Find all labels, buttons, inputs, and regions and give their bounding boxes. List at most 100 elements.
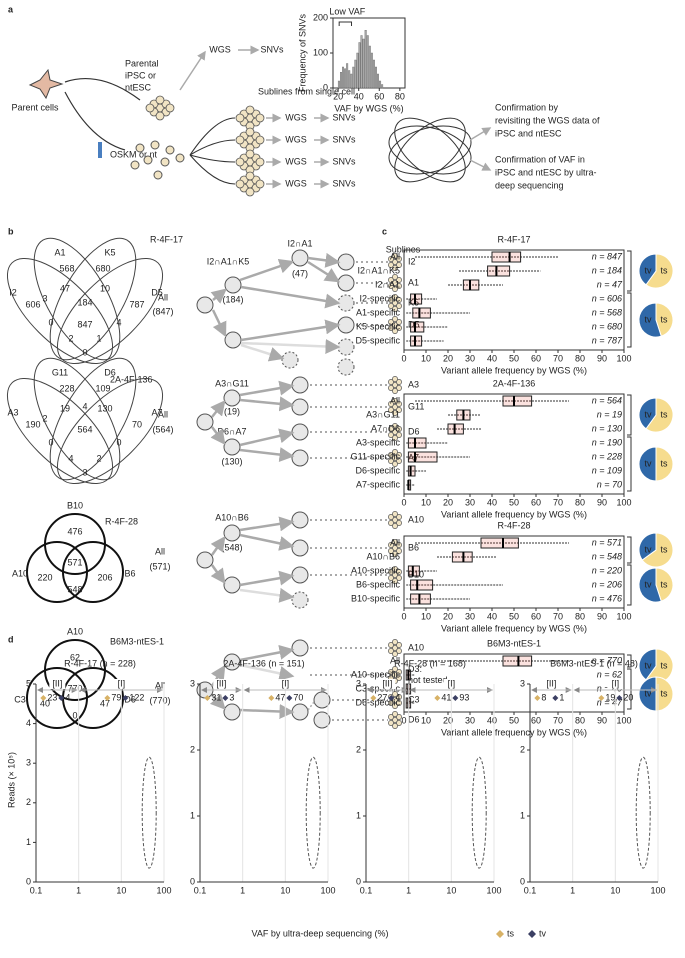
label: deep sequencing: [495, 180, 564, 190]
pie-label: ts: [660, 314, 668, 324]
cell-icon: [396, 694, 402, 700]
cell-icon: [392, 316, 398, 322]
set-label: A10: [67, 626, 83, 636]
bracket: [338, 21, 353, 26]
legend-marker: [104, 695, 111, 701]
region-count: 220: [37, 572, 52, 582]
tree-label: All: [155, 546, 165, 556]
tree-node: [291, 511, 309, 529]
box: [447, 423, 464, 435]
cell-icon: [392, 461, 398, 467]
tick-label: 60: [531, 715, 541, 725]
tick-label: 5: [26, 678, 31, 688]
tree-node: [337, 274, 355, 292]
tick-label: 40: [487, 497, 497, 507]
legend-marker: [204, 695, 211, 701]
tree-node: [196, 551, 214, 569]
connector: [240, 338, 341, 354]
cell-icon: [392, 691, 398, 697]
tick-label: 3: [26, 758, 31, 768]
tick-label: 2: [190, 744, 195, 754]
subline-label: D5: [408, 319, 420, 329]
subline-label: G11: [408, 401, 424, 411]
axis-label: VAF by WGS (%): [334, 103, 403, 113]
connector: [239, 516, 295, 532]
tick-label: 1: [26, 837, 31, 847]
subline-label: D6: [408, 426, 420, 436]
region-count: 228: [59, 383, 74, 393]
tick-label: 1: [520, 810, 525, 820]
axis-label: Variant allele frequency by WGS (%): [441, 623, 587, 633]
pie-wedge: [655, 302, 674, 337]
cell-icon: [388, 520, 394, 526]
group-label-bg: [607, 679, 624, 689]
cell-icon: [388, 575, 394, 581]
cell-icon: [392, 578, 398, 584]
row-label: All: [390, 655, 400, 665]
tree-label: A3∩G11: [215, 378, 249, 388]
tick-label: 10: [280, 885, 290, 895]
legend-marker: [388, 695, 395, 701]
tick-label: 0: [323, 82, 328, 92]
connector: [211, 309, 227, 338]
label: WGS: [285, 178, 307, 188]
arrow: [64, 77, 141, 101]
legend-marker: [122, 695, 129, 701]
tick-label: 0: [401, 353, 406, 363]
box: [487, 265, 511, 277]
pie-wedge: [638, 253, 657, 286]
cell-icon: [392, 717, 398, 723]
cell-icon: [392, 322, 398, 328]
tree-label: (571): [149, 561, 170, 571]
box: [451, 551, 473, 563]
plot-title: B6M3-ntES-1 (n = 48): [550, 658, 638, 668]
legend-label: tv: [539, 928, 547, 938]
cell-icon: [392, 376, 398, 382]
region-count: 564: [77, 424, 92, 434]
colony-cell: [155, 111, 165, 121]
region-count-minor: 3: [42, 293, 47, 303]
count-label: 23: [47, 692, 57, 702]
cell-icon: [396, 297, 402, 303]
hist-bar: [379, 80, 382, 89]
label: Confirmation of VAF in: [495, 154, 585, 164]
region-count: 548: [67, 584, 82, 594]
tree-node: [224, 276, 242, 294]
legend-marker: [598, 695, 605, 701]
cell-icon: [396, 700, 402, 706]
tree-node: [196, 296, 214, 314]
connector: [307, 701, 315, 711]
set-label: A1: [54, 247, 65, 257]
cell-icon: [388, 379, 394, 385]
cell-icon: [392, 435, 398, 441]
tick-label: 50: [509, 497, 519, 507]
n-label: n = 184: [592, 265, 622, 275]
label: WGS: [285, 134, 307, 144]
row-label: All: [390, 395, 400, 405]
connector: [469, 127, 492, 141]
hist-bar: [358, 42, 361, 89]
connector: [210, 400, 226, 418]
tick-label: 20: [443, 611, 453, 621]
label: WGS: [209, 44, 231, 54]
bracket: [627, 654, 632, 668]
legend-marker: [222, 695, 229, 701]
cell-icon: [396, 542, 402, 548]
tick-label: 2: [356, 744, 361, 754]
region-count-minor: 1: [96, 333, 101, 343]
tick-label: 70: [553, 715, 563, 725]
tick-label: 40: [487, 611, 497, 621]
tree-node: [291, 249, 309, 267]
label: Parental: [125, 58, 159, 68]
tree-node: [313, 711, 331, 729]
group-label: [I]: [118, 678, 126, 688]
cell: [130, 160, 140, 170]
tick-label: 1: [356, 810, 361, 820]
cell-icon: [396, 325, 402, 331]
legend-marker: [58, 695, 65, 701]
box: [407, 565, 420, 577]
connector: [307, 252, 341, 268]
row-label: C3-specific: [355, 683, 400, 693]
count-label: 27: [377, 692, 387, 702]
set-label: A3: [7, 407, 18, 417]
